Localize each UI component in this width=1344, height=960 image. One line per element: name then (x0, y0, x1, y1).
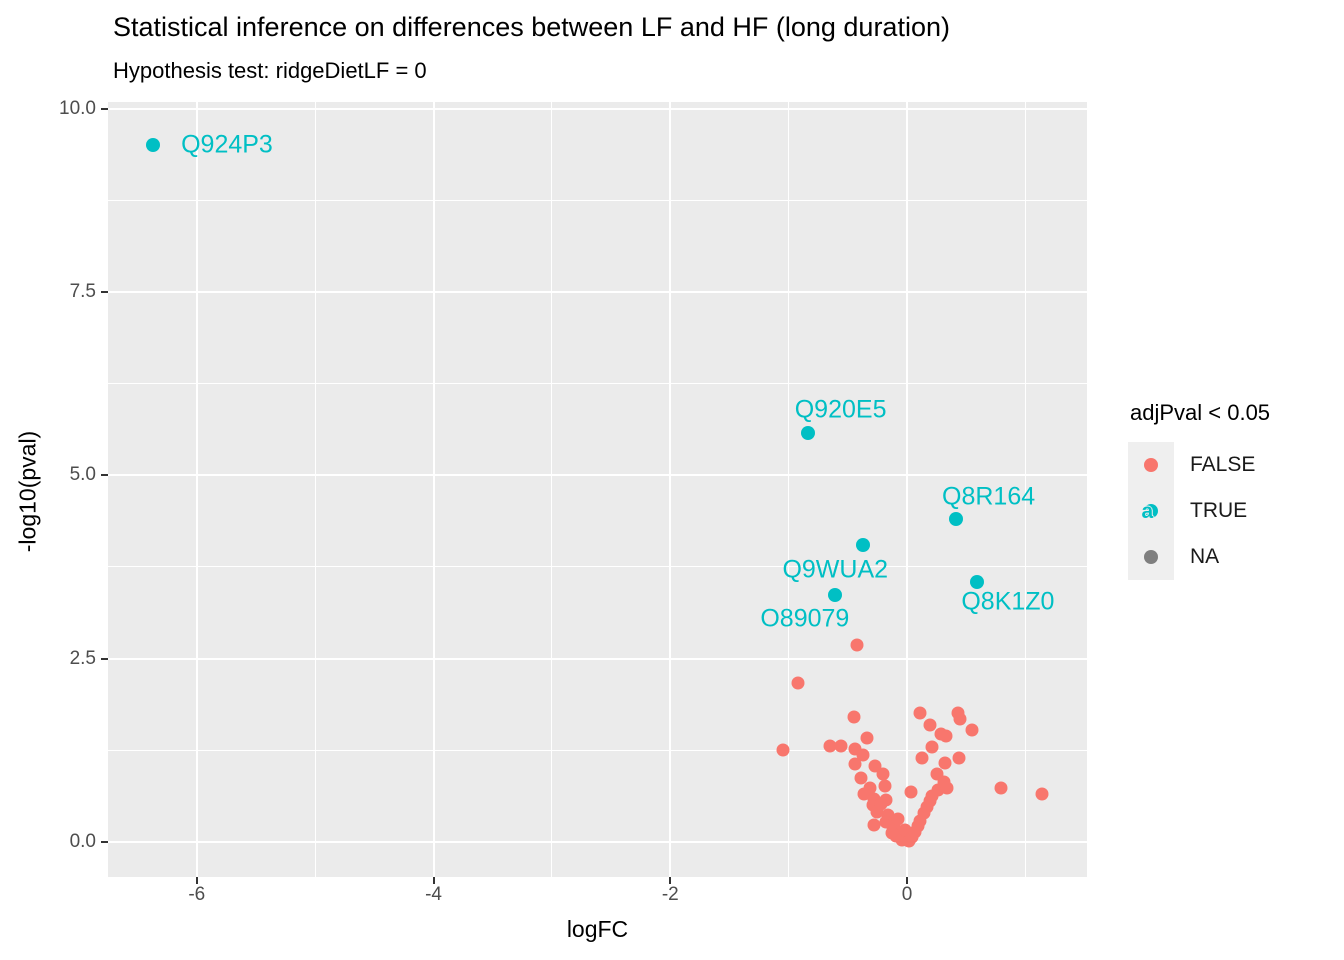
data-point-false (776, 743, 790, 757)
y-tick-label: 2.5 (69, 647, 96, 669)
data-point-false (938, 756, 952, 770)
data-point-false (952, 751, 966, 765)
data-point-false (848, 757, 862, 771)
plot-subtitle: Hypothesis test: ridgeDietLF = 0 (113, 58, 427, 83)
x-axis-tick (195, 877, 198, 884)
gridline-minor-horizontal (108, 749, 1087, 751)
data-point-false (1035, 787, 1049, 801)
data-point-false (953, 712, 967, 726)
point-label: Q924P3 (181, 130, 273, 159)
y-axis-title: -log10(pval) (14, 430, 41, 553)
data-point-false (923, 718, 937, 732)
x-axis-tick (432, 877, 435, 884)
legend-label-true: TRUE (1190, 499, 1248, 522)
gridline-major-horizontal (108, 107, 1087, 110)
data-point-false (904, 785, 918, 799)
legend-key-true: a (1128, 488, 1174, 534)
gridline-minor-horizontal (108, 199, 1087, 201)
x-tick-label: -6 (188, 884, 206, 905)
point-label: Q920E5 (794, 395, 887, 424)
plot-title: Statistical inference on differences bet… (113, 12, 950, 42)
point-label: Q8R164 (942, 482, 1036, 511)
y-tick-label: 0.0 (69, 830, 96, 852)
y-tick-label: 5.0 (69, 464, 96, 486)
legend-label-false: FALSE (1190, 453, 1256, 476)
data-point-false (915, 751, 929, 765)
data-point-false (934, 727, 948, 741)
legend-item-true: a TRUE (1128, 488, 1340, 534)
gridline-major-horizontal (108, 474, 1087, 477)
x-axis-title: logFC (566, 916, 629, 942)
data-point-false (994, 781, 1008, 795)
na-dot-icon (1144, 550, 1158, 564)
data-point-false (847, 710, 861, 724)
gridline-minor-horizontal (108, 566, 1087, 568)
gridline-minor-vertical (314, 102, 316, 877)
data-point-false (791, 676, 805, 690)
point-label: Q9WUA2 (782, 555, 889, 584)
data-point-true (948, 512, 963, 527)
data-point-false (823, 739, 837, 753)
data-point-true (969, 574, 984, 589)
data-point-false (874, 797, 888, 811)
gridline-minor-vertical (788, 102, 790, 877)
data-point-false (850, 638, 864, 652)
x-axis-tick (906, 877, 909, 884)
point-label: Q8K1Z0 (961, 587, 1055, 616)
y-axis-tick (101, 107, 108, 110)
data-point-true (856, 537, 871, 552)
data-point-true (800, 426, 815, 441)
data-point-false (913, 706, 927, 720)
gridline-major-vertical (195, 102, 198, 877)
legend-item-false: FALSE (1128, 442, 1340, 488)
gridline-minor-vertical (551, 102, 553, 877)
legend-key-false (1128, 442, 1174, 488)
text-key-a-icon: a (1141, 499, 1154, 523)
data-point-false (878, 779, 892, 793)
gridline-major-vertical (669, 102, 672, 877)
x-tick-label: -4 (425, 884, 442, 905)
y-axis-tick (101, 840, 108, 843)
gridline-major-vertical (432, 102, 435, 877)
gridline-minor-horizontal (108, 383, 1087, 385)
gridline-major-horizontal (108, 657, 1087, 660)
data-point-false (891, 812, 905, 826)
gridline-minor-vertical (1024, 102, 1026, 877)
y-tick-label: 10.0 (59, 97, 96, 119)
data-point-false (940, 781, 954, 795)
true-dot-icon (1144, 504, 1158, 518)
data-point-false (856, 748, 870, 762)
y-tick-label: 7.5 (69, 280, 96, 302)
false-dot-icon (1144, 458, 1158, 472)
legend: adjPval < 0.05 FALSE a TRUE NA (1128, 400, 1340, 580)
data-point-false (925, 740, 939, 754)
legend-title: adjPval < 0.05 (1130, 400, 1271, 425)
gridline-major-horizontal (108, 840, 1087, 843)
x-tick-label: 0 (901, 884, 913, 905)
data-point-false (834, 739, 848, 753)
y-axis-tick (101, 474, 108, 477)
plot-panel: Q924P3 Q920E5 Q8R164 Q9WUA2 O89079 Q8K1Z0 (108, 102, 1087, 877)
data-point-false (867, 818, 881, 832)
legend-key-na (1128, 534, 1174, 580)
data-point-false (876, 767, 890, 781)
legend-label-na: NA (1190, 545, 1220, 568)
data-point-false (854, 771, 868, 785)
data-point-true (145, 138, 160, 153)
x-axis-tick (669, 877, 672, 884)
y-axis-tick (101, 290, 108, 293)
legend-item-na: NA (1128, 534, 1340, 580)
x-tick-label: -2 (661, 884, 679, 905)
gridline-major-vertical (906, 102, 909, 877)
data-point-true (827, 587, 842, 602)
data-point-false (965, 723, 979, 737)
data-point-false (860, 731, 874, 745)
point-label: O89079 (760, 604, 850, 633)
gridline-major-horizontal (108, 290, 1087, 293)
y-axis-tick (101, 657, 108, 660)
